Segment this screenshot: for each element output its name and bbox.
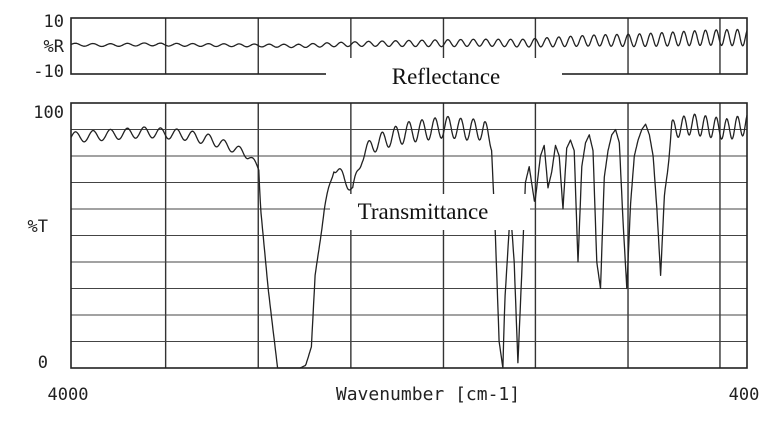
reflectance-panel: Reflectance 10 %R -10 xyxy=(33,12,748,94)
transmittance-ytick-min: 0 xyxy=(38,353,48,373)
reflectance-grid xyxy=(164,18,721,74)
xtick-start: 4000 xyxy=(48,385,89,405)
transmittance-panel: Transmittance 100 %T 0 4000 Wavenumber [… xyxy=(28,102,760,405)
reflectance-ytick-min: -10 xyxy=(33,62,64,82)
transmittance-ytick-max: 100 xyxy=(33,103,64,123)
x-axis-label: Wavenumber [cm-1] xyxy=(336,384,520,405)
reflectance-annotation: Reflectance xyxy=(392,64,501,89)
transmittance-label-backdrop xyxy=(330,194,530,230)
transmittance-grid xyxy=(71,103,747,368)
transmittance-trace xyxy=(70,113,748,369)
xtick-end: 400 xyxy=(729,385,760,405)
reflectance-ylabel: %R xyxy=(44,37,65,57)
transmittance-ylabel: %T xyxy=(28,217,48,237)
transmittance-frame xyxy=(70,102,748,369)
reflectance-label-backdrop xyxy=(326,58,562,94)
reflectance-trace xyxy=(70,28,748,49)
reflectance-ytick-max: 10 xyxy=(44,12,64,32)
transmittance-annotation: Transmittance xyxy=(358,199,489,224)
